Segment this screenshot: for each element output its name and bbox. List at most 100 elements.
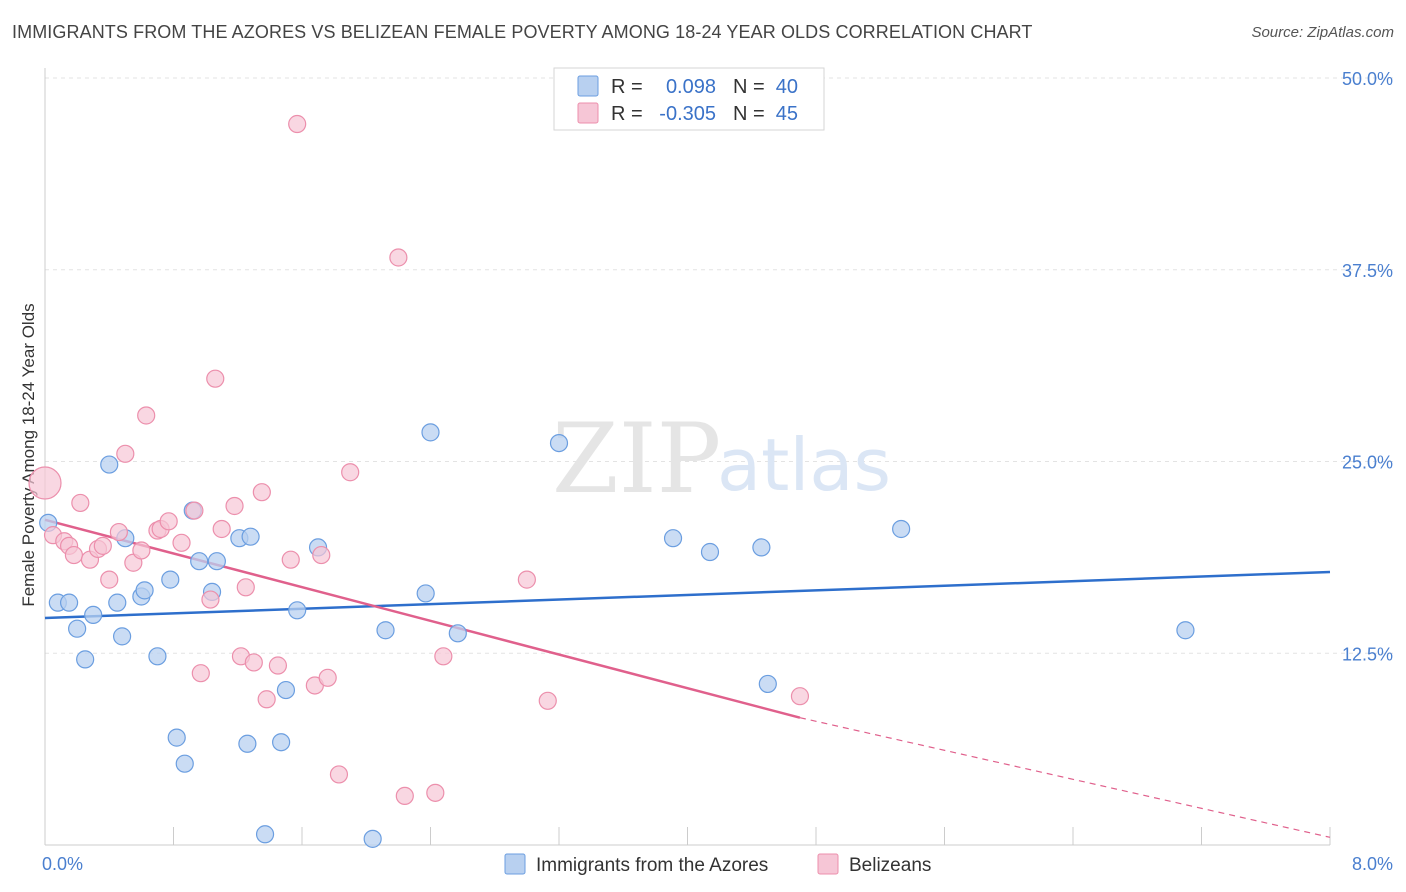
- series-belizeans-points: [28, 114, 810, 806]
- y-tick-label: 37.5%: [1342, 261, 1393, 281]
- data-point-belizeans: [281, 550, 300, 569]
- data-point-azores: [700, 542, 720, 562]
- data-point-azores: [68, 619, 87, 638]
- data-point-belizeans: [172, 533, 191, 552]
- legend-n-value: 40: [776, 76, 798, 98]
- data-point-belizeans: [109, 522, 128, 542]
- data-point-belizeans: [71, 493, 90, 513]
- bottom-legend-swatch-belizeans: [817, 853, 839, 875]
- y-tick-label: 25.0%: [1342, 453, 1393, 473]
- data-point-azores: [1176, 621, 1195, 640]
- watermark-zip: ZIP: [552, 403, 721, 515]
- data-point-azores: [376, 621, 395, 640]
- data-point-azores: [161, 570, 180, 589]
- x-tick-label: 8.0%: [1352, 854, 1393, 874]
- legend-swatch-belizeans: [577, 102, 599, 124]
- data-point-azores: [288, 601, 307, 620]
- data-point-belizeans: [389, 248, 408, 267]
- data-point-azores: [84, 605, 103, 625]
- data-point-azores: [135, 581, 154, 600]
- data-point-azores: [108, 593, 127, 612]
- data-point-azores: [663, 529, 683, 548]
- data-point-azores: [421, 423, 440, 442]
- watermark: ZIP atlas: [552, 403, 891, 515]
- data-point-azores: [758, 674, 777, 694]
- y-tick-label: 50.0%: [1342, 69, 1393, 89]
- x-tick-labels: 0.0% 8.0%: [42, 854, 1393, 874]
- data-point-belizeans: [225, 496, 244, 516]
- gridlines: [45, 77, 1395, 654]
- data-point-azores: [892, 519, 911, 539]
- bottom-legend-swatch-azores: [504, 853, 526, 875]
- data-point-azores: [59, 593, 79, 612]
- legend-swatch-azores: [577, 75, 599, 97]
- data-point-belizeans: [244, 653, 263, 672]
- trend-lines: [44, 518, 1331, 838]
- legend-box: [553, 67, 825, 131]
- legend: R = 0.098 N = 40 R = -0.305 N = 45: [553, 67, 825, 131]
- data-point-belizeans: [191, 664, 210, 683]
- data-point-belizeans: [137, 406, 156, 425]
- bottom-legend-label-belizeans: Belizeans: [849, 855, 931, 876]
- data-point-belizeans: [434, 647, 453, 666]
- data-point-azores: [448, 624, 467, 643]
- y-axis-label: Female Poverty Among 18-24 Year Olds: [19, 303, 38, 606]
- data-point-azores: [549, 433, 569, 453]
- x-tick-label: 0.0%: [42, 854, 83, 874]
- data-point-belizeans: [538, 691, 557, 710]
- data-point-belizeans: [28, 466, 62, 500]
- data-point-belizeans: [252, 483, 271, 502]
- data-point-belizeans: [206, 369, 225, 388]
- trend-line-belizeans: [44, 518, 801, 719]
- data-point-belizeans: [64, 545, 84, 565]
- chart-title: IMMIGRANTS FROM THE AZORES VS BELIZEAN F…: [12, 22, 1033, 42]
- data-point-azores: [752, 538, 771, 557]
- data-point-azores: [363, 829, 382, 848]
- data-point-belizeans: [395, 786, 414, 806]
- data-point-azores: [416, 584, 435, 603]
- data-point-azores: [272, 733, 291, 752]
- data-point-azores: [190, 552, 209, 571]
- data-point-belizeans: [268, 656, 288, 675]
- data-point-azores: [207, 552, 226, 571]
- legend-n-value: 45: [776, 103, 798, 125]
- legend-n-label: N =: [733, 76, 765, 98]
- chart-source: Source: ZipAtlas.com: [1251, 24, 1394, 41]
- legend-r-label: R =: [611, 76, 643, 98]
- data-point-belizeans: [517, 570, 536, 589]
- data-point-azores: [100, 455, 119, 474]
- data-point-belizeans: [312, 545, 331, 565]
- data-point-belizeans: [257, 690, 276, 709]
- data-point-belizeans: [212, 519, 231, 539]
- legend-r-value: 0.098: [666, 76, 716, 98]
- data-point-belizeans: [116, 444, 135, 463]
- watermark-atlas: atlas: [717, 423, 891, 507]
- data-point-belizeans: [236, 578, 255, 597]
- data-point-azores: [76, 650, 95, 669]
- trend-line-azores: [44, 570, 1331, 620]
- data-point-azores: [238, 734, 257, 753]
- legend-r-label: R =: [611, 103, 643, 125]
- data-point-belizeans: [329, 765, 349, 784]
- data-point-azores: [255, 825, 275, 844]
- bottom-legend-label-azores: Immigrants from the Azores: [536, 855, 768, 876]
- data-point-belizeans: [185, 501, 204, 520]
- data-point-azores: [276, 680, 296, 700]
- axes: [44, 68, 1331, 846]
- data-point-azores: [148, 647, 167, 666]
- data-point-azores: [112, 627, 132, 646]
- bottom-legend: Immigrants from the Azores Belizeans: [504, 853, 931, 876]
- data-point-belizeans: [288, 114, 307, 134]
- data-point-belizeans: [159, 512, 178, 531]
- y-tick-label: 12.5%: [1342, 644, 1393, 664]
- data-point-azores: [175, 754, 194, 773]
- data-point-azores: [241, 527, 260, 546]
- data-point-belizeans: [318, 668, 337, 687]
- data-point-belizeans: [93, 536, 112, 555]
- legend-n-label: N =: [733, 103, 765, 125]
- data-point-azores: [167, 728, 186, 747]
- data-point-belizeans: [100, 570, 119, 589]
- legend-r-value: -0.305: [659, 103, 716, 125]
- trend-line-belizeans-extension: [799, 717, 1331, 838]
